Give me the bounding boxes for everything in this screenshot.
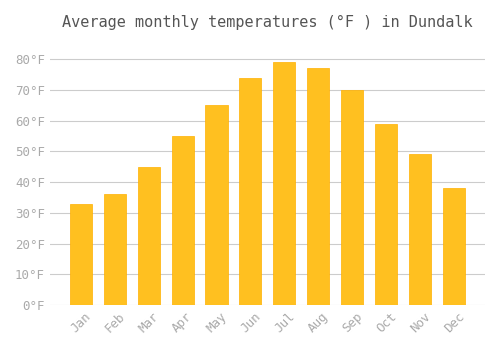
Bar	[274, 62, 295, 305]
Bar	[342, 90, 363, 305]
Bar	[206, 105, 228, 305]
Bar	[375, 124, 398, 305]
Bar	[409, 154, 432, 305]
Bar	[308, 68, 330, 305]
Bar	[443, 188, 465, 305]
Title: Average monthly temperatures (°F ) in Dundalk: Average monthly temperatures (°F ) in Du…	[62, 15, 472, 30]
Bar	[172, 136, 194, 305]
Bar	[138, 167, 160, 305]
Bar	[240, 77, 262, 305]
Bar	[104, 194, 126, 305]
Bar	[70, 204, 92, 305]
